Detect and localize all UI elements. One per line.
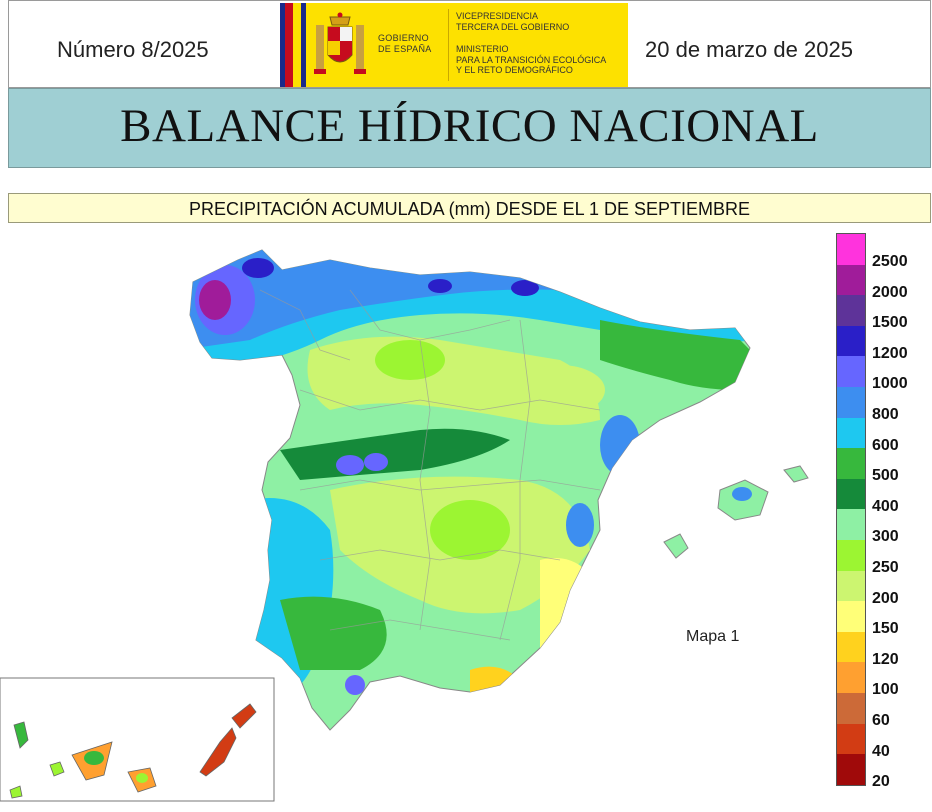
gobierno-text: GOBIERNO DE ESPAÑA	[378, 33, 432, 54]
legend-label: 100	[872, 681, 899, 699]
legend-swatch	[837, 601, 865, 632]
island-la-palma	[13, 721, 29, 749]
legend-swatch	[837, 448, 865, 479]
island-ibiza	[663, 533, 689, 559]
title-bar: BALANCE HÍDRICO NACIONAL	[8, 88, 931, 168]
ministerio-text: MINISTERIO PARA LA TRANSICIÓN ECOLÓGICA …	[456, 44, 607, 75]
legend-swatch	[837, 662, 865, 693]
legend-label: 250	[872, 559, 899, 576]
coat-of-arms-icon	[314, 12, 366, 74]
legend-swatch	[837, 234, 865, 265]
government-logo: GOBIERNO DE ESPAÑA VICEPRESIDENCIA TERCE…	[280, 3, 628, 87]
issue-date: 20 de marzo de 2025	[645, 37, 853, 62]
flag-strip	[280, 3, 306, 87]
map-subtitle: PRECIPITACIÓN ACUMULADA (mm) DESDE EL 1 …	[188, 199, 751, 219]
legend-swatch	[837, 754, 865, 785]
legend-label: 500	[872, 467, 899, 485]
legend-swatch	[837, 509, 865, 540]
vicepresidencia-text: VICEPRESIDENCIA TERCERA DEL GOBIERNO	[456, 11, 570, 32]
legend-label: 1200	[872, 344, 908, 362]
subtitle-bar: PRECIPITACIÓN ACUMULADA (mm) DESDE EL 1 …	[8, 193, 931, 223]
issue-number: Número 8/2025	[57, 37, 209, 62]
precipitation-map	[0, 249, 809, 802]
legend-swatch	[837, 356, 865, 387]
map-label: Mapa 1	[686, 628, 740, 645]
legend-swatch	[837, 631, 865, 663]
legend-swatch	[837, 570, 865, 602]
legend-swatch	[837, 264, 865, 296]
header-box: Número 8/2025 GOBIERNO DE ESPAÑA VICEPRE…	[8, 0, 931, 88]
legend-label: 400	[872, 497, 899, 515]
legend-label: 2000	[872, 283, 908, 301]
legend-label: 200	[872, 589, 899, 607]
legend-label: 1500	[872, 314, 908, 332]
legend-label: 40	[872, 742, 890, 760]
legend-color-bar	[836, 233, 866, 786]
island-la-gomera	[49, 761, 65, 777]
precipitation-legend: 2500 2000 1500 1200 1000 800 600 500 400 300 250 20…	[836, 233, 932, 793]
island-menorca	[783, 465, 809, 483]
legend-label: 60	[872, 712, 890, 729]
legend-swatch	[837, 417, 865, 449]
legend-label: 800	[872, 406, 899, 423]
legend-swatch	[837, 692, 865, 724]
canary-inset	[0, 677, 275, 802]
island-el-hierro	[9, 785, 23, 799]
legend-label: 20	[872, 773, 890, 791]
legend-swatch	[837, 386, 865, 418]
legend-label: 300	[872, 528, 899, 546]
legend-label: 150	[872, 620, 899, 638]
legend-swatch	[837, 723, 865, 755]
page-title: BALANCE HÍDRICO NACIONAL	[120, 100, 819, 152]
legend-swatch	[837, 295, 865, 326]
legend-swatch	[837, 478, 865, 510]
legend-label: 2500	[872, 253, 908, 270]
island-lanzarote	[231, 703, 257, 729]
legend-label: 1000	[872, 375, 908, 393]
legend-label: 120	[872, 650, 899, 668]
legend-label: 600	[872, 436, 899, 454]
island-fuerteventura	[199, 727, 237, 777]
legend-swatch	[837, 539, 865, 571]
legend-swatch	[837, 325, 865, 357]
